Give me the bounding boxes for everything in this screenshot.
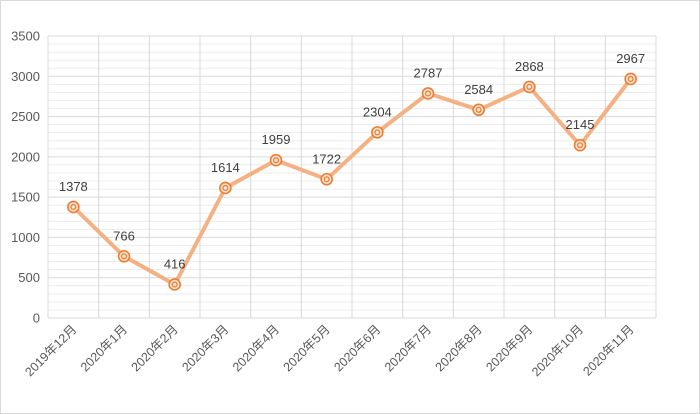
data-point <box>168 278 181 291</box>
x-tick-label: 2020年2月 <box>129 322 181 374</box>
data-label: 2584 <box>464 82 493 97</box>
y-tick-label: 1500 <box>11 190 40 205</box>
y-tick-label: 3500 <box>11 29 40 44</box>
y-tick-label: 0 <box>33 311 40 326</box>
data-label: 766 <box>113 228 135 243</box>
data-point <box>117 249 131 263</box>
data-point <box>523 80 536 94</box>
data-point <box>269 153 283 167</box>
x-tick-label: 2020年4月 <box>230 322 282 374</box>
y-tick-label: 2500 <box>11 109 40 124</box>
data-point <box>472 103 485 117</box>
chart-gridlines <box>47 35 657 319</box>
data-label: 416 <box>164 256 186 271</box>
series-line <box>71 77 633 287</box>
data-label: 2145 <box>566 117 595 132</box>
x-tick-label: 2020年11月 <box>580 322 636 378</box>
x-tick-label: 2020年5月 <box>281 322 333 374</box>
y-tick-label: 1000 <box>11 230 40 245</box>
x-tick-label: 2020年9月 <box>483 322 535 374</box>
data-labels: 1378 766 416 1614 1959 1722 2304 2787 2584 2868 21… <box>59 51 645 272</box>
data-label: 1378 <box>59 179 88 194</box>
y-tick-label: 3000 <box>11 69 40 84</box>
x-tick-label: 2020年6月 <box>331 322 383 374</box>
x-axis-ticks: 2019年12月2020年1月2020年2月2020年3月2020年4月2020… <box>22 322 636 379</box>
data-label: 2868 <box>515 59 544 74</box>
data-label: 2304 <box>363 104 392 119</box>
data-point <box>421 87 435 100</box>
data-point <box>573 138 587 152</box>
x-tick-label: 2020年7月 <box>382 322 434 374</box>
data-point <box>371 126 384 139</box>
data-point <box>219 181 232 195</box>
data-label: 2967 <box>616 51 645 66</box>
data-point <box>67 200 80 214</box>
x-tick-label: 2019年12月 <box>22 322 79 379</box>
y-tick-label: 2000 <box>11 149 40 164</box>
data-label: 2787 <box>414 65 443 80</box>
data-label: 1722 <box>312 151 341 166</box>
x-tick-label: 2020年10月 <box>529 322 586 379</box>
data-label: 1959 <box>262 132 291 147</box>
y-axis-ticks: 0 500 1000 1500 2000 2500 3000 3500 <box>11 29 40 326</box>
data-point <box>624 72 637 86</box>
x-tick-label: 2020年3月 <box>179 322 231 374</box>
data-label: 1614 <box>211 160 240 175</box>
series-markers <box>67 72 637 291</box>
data-point <box>320 172 333 186</box>
y-tick-label: 500 <box>18 270 40 285</box>
x-tick-label: 2020年8月 <box>433 322 485 374</box>
x-tick-label: 2020年1月 <box>78 322 130 374</box>
